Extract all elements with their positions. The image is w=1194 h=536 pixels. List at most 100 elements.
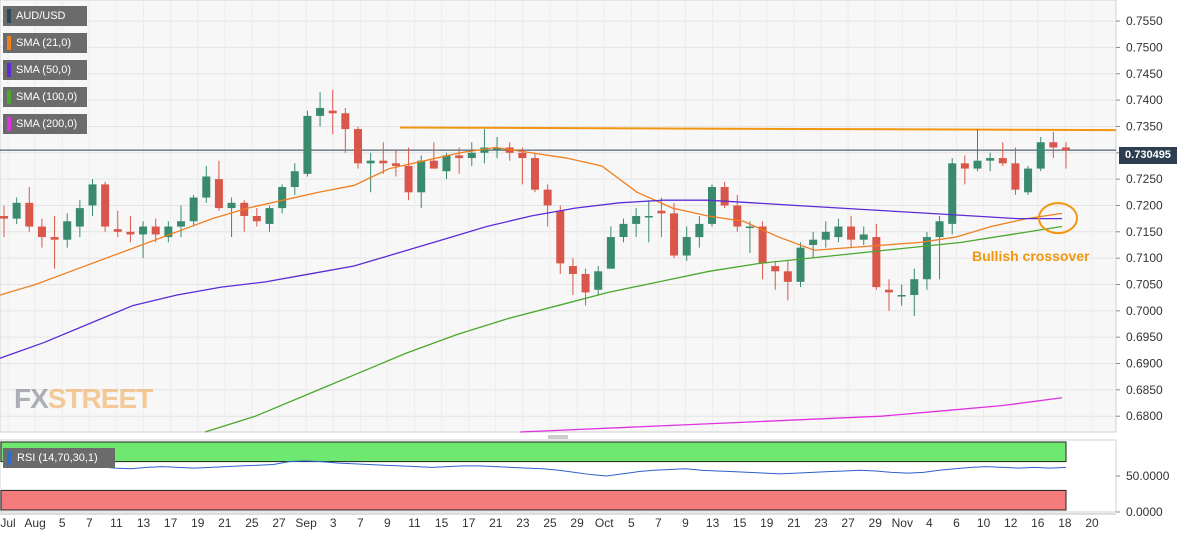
candle-body — [872, 237, 881, 288]
legend-sma21: SMA (21,0) — [3, 33, 87, 53]
candle-body — [278, 187, 287, 209]
candle-body — [531, 158, 539, 190]
candle-body — [328, 110, 337, 114]
candle-body — [1062, 147, 1070, 151]
sma200-label: SMA (200,0) — [16, 118, 78, 130]
bullish-crossover-annotation: Bullish crossover — [972, 248, 1090, 264]
x-tick-label: 7 — [86, 516, 93, 530]
candle-body — [214, 179, 223, 209]
x-tick-label: 3 — [330, 516, 337, 530]
y-tick-label: 0.7100 — [1126, 251, 1163, 265]
candle-body — [290, 171, 299, 188]
x-tick-label: Oct — [595, 516, 614, 530]
candle-body — [543, 189, 552, 206]
rsi-tick-label: 50.0000 — [1126, 469, 1170, 483]
x-tick-label: 19 — [760, 516, 774, 530]
candle-body — [821, 231, 830, 240]
candle-body — [973, 160, 982, 169]
candle-body — [467, 152, 476, 159]
sma100-label: SMA (100,0) — [16, 91, 78, 103]
x-tick-label: 29 — [570, 516, 584, 530]
x-tick-label: 17 — [462, 516, 476, 530]
legend-sma50: SMA (50,0) — [3, 60, 87, 80]
candle-body — [758, 226, 767, 264]
x-tick-label: Aug — [24, 516, 45, 530]
candle-body — [354, 129, 362, 164]
rsi-label: RSI (14,70,30,1) — [3, 448, 115, 468]
x-tick-label: 11 — [408, 516, 421, 530]
y-tick-label: 0.7450 — [1126, 67, 1163, 81]
candle-body — [227, 202, 236, 209]
candle-body — [0, 216, 8, 219]
candle-body — [455, 155, 464, 159]
legend-sma100: SMA (100,0) — [3, 87, 87, 107]
y-tick-label: 0.7500 — [1126, 40, 1163, 54]
candle-body — [303, 115, 312, 174]
sma100-line — [204, 225, 1063, 433]
candle-body — [695, 223, 704, 238]
candle-body — [1024, 168, 1033, 193]
candle-body — [88, 184, 97, 206]
candle-body — [493, 147, 502, 151]
rsi-line — [3, 460, 1067, 477]
crossover-circle — [1038, 202, 1078, 235]
candle-body — [897, 295, 906, 297]
x-tick-label: 17 — [164, 516, 178, 530]
x-tick-label: 13 — [137, 516, 151, 530]
candle-body — [442, 155, 451, 172]
symbol-label: AUD/USD — [16, 10, 66, 22]
candle-body — [417, 160, 426, 193]
x-tick-label: 6 — [953, 516, 960, 530]
x-tick-label: Sep — [295, 516, 317, 530]
y-tick-label: 0.7200 — [1126, 198, 1163, 212]
candle-body — [632, 216, 641, 224]
candle-body — [796, 247, 805, 282]
x-tick-label: 9 — [384, 516, 391, 530]
candle-body — [113, 229, 122, 232]
x-tick-label: 12 — [1004, 516, 1018, 530]
sma50-line — [0, 199, 1062, 359]
x-tick-label: 21 — [218, 516, 232, 530]
rsi-label-text: RSI (14,70,30,1) — [17, 452, 98, 464]
candle-body — [1011, 163, 1020, 190]
candle-body — [429, 160, 438, 169]
legend-symbol: AUD/USD — [3, 6, 87, 26]
x-tick-label: 13 — [706, 516, 720, 530]
y-tick-label: 0.7050 — [1126, 277, 1163, 291]
x-tick-label: 9 — [682, 516, 689, 530]
candle-body — [986, 158, 995, 161]
x-tick-label: 15 — [435, 516, 449, 530]
last-price-tag: 0.730495 — [1119, 147, 1177, 164]
candle-body — [252, 216, 261, 222]
x-tick-label: 18 — [1058, 516, 1072, 530]
candle-body — [480, 147, 489, 153]
x-tick-label: 4 — [926, 516, 933, 530]
x-tick-label: 21 — [787, 516, 801, 530]
rsi-swatch — [7, 451, 11, 465]
sma21-label: SMA (21,0) — [16, 37, 72, 49]
x-tick-label: 20 — [1085, 516, 1099, 530]
candle-body — [594, 271, 603, 290]
candle-body — [37, 226, 46, 238]
x-tick-label: 27 — [841, 516, 855, 530]
candle-body — [164, 226, 173, 238]
y-tick-label: 0.6900 — [1126, 357, 1163, 371]
candle-body — [809, 239, 818, 245]
y-tick-label: 0.7000 — [1126, 304, 1163, 318]
candle-body — [25, 202, 34, 227]
sma21-line — [0, 146, 1063, 296]
candle-body — [556, 210, 565, 264]
candle-body — [657, 210, 666, 214]
candle-body — [101, 184, 110, 227]
y-tick-label: 0.7400 — [1126, 93, 1163, 107]
rsi-oversold-zone — [0, 489, 1067, 511]
candle-body — [1049, 142, 1058, 148]
candle-body — [63, 221, 72, 240]
candle-body — [568, 266, 577, 274]
candle-body — [885, 289, 893, 293]
candle-body — [859, 234, 868, 240]
rsi-tick-label: 0.0000 — [1126, 505, 1163, 519]
candle-body — [910, 279, 919, 296]
x-tick-label: 5 — [628, 516, 635, 530]
